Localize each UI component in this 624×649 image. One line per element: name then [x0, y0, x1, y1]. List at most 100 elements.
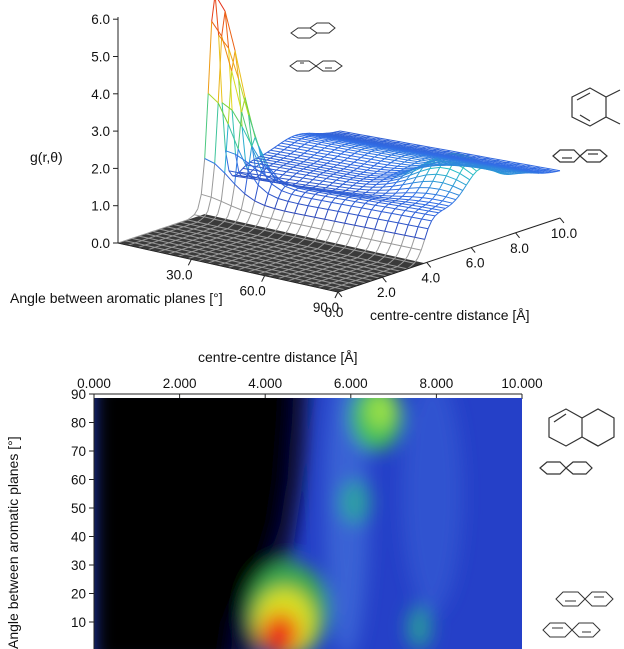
mesh-line: [264, 193, 269, 206]
mesh-line: [207, 93, 219, 104]
mesh-line: [345, 140, 356, 143]
mesh-line: [380, 231, 386, 242]
mesh-line: [345, 277, 356, 281]
mesh-line: [176, 228, 187, 232]
mesh-line: [526, 168, 537, 172]
mesh-line: [314, 240, 325, 244]
mesh-line: [385, 199, 396, 202]
mesh-line: [365, 196, 376, 199]
mesh-line: [408, 153, 419, 157]
mesh-line: [310, 156, 321, 160]
mesh-line: [296, 164, 307, 168]
mesh-line: [299, 180, 310, 183]
mesh-line: [270, 149, 281, 153]
mesh-line: [322, 180, 333, 184]
mesh-line: [320, 219, 326, 230]
mesh-line: [419, 151, 430, 154]
mesh-line: [309, 172, 320, 175]
mesh-line: [425, 204, 436, 207]
mesh-line: [364, 163, 375, 167]
mesh-line: [275, 262, 286, 266]
mesh-line: [388, 150, 399, 153]
mesh-line: [198, 248, 209, 253]
mesh-line: [358, 194, 370, 197]
mesh-line: [442, 200, 453, 204]
mesh-line: [432, 150, 444, 153]
mesh-line: [452, 156, 463, 160]
mesh-line: [362, 141, 373, 145]
mesh-line: [248, 115, 253, 147]
heatmap-y-tick-label: 20: [71, 587, 86, 602]
mesh-line: [412, 196, 423, 199]
mesh-line: [319, 133, 330, 136]
mesh-line: [439, 166, 450, 170]
mesh-line: [284, 234, 295, 238]
mesh-line: [319, 183, 330, 186]
mesh-line: [219, 242, 230, 246]
heatmap-peak-lime: [366, 398, 395, 430]
heatmap-black-region: [94, 398, 293, 649]
mesh-line: [334, 245, 345, 249]
mesh-line: [419, 144, 431, 148]
mesh-line: [276, 250, 287, 254]
mesh-line: [388, 147, 399, 151]
mesh-line: [363, 247, 369, 253]
mesh-line: [380, 160, 392, 164]
mesh-line: [320, 158, 331, 162]
mesh-line: [290, 236, 295, 241]
mesh-line: [162, 226, 167, 229]
mesh-line: [408, 207, 419, 210]
mesh-line: [351, 147, 362, 151]
mesh-line: [226, 239, 237, 243]
mesh-line: [455, 158, 466, 161]
mesh-line: [238, 172, 250, 176]
mesh-line: [392, 184, 403, 187]
mesh-line: [253, 159, 264, 163]
distance-tick-label: 4.0: [421, 270, 440, 285]
mesh-line: [359, 140, 370, 143]
mesh-line: [363, 171, 374, 174]
mesh-line: [439, 188, 450, 193]
mesh-line: [233, 218, 239, 224]
mesh-line: [411, 216, 422, 220]
mesh-line: [274, 273, 286, 277]
mesh-line: [449, 156, 460, 160]
mesh-line: [349, 179, 360, 182]
mesh-line: [368, 200, 379, 203]
mesh-line: [452, 185, 464, 191]
mesh-line: [424, 228, 429, 240]
mesh-line: [298, 203, 309, 207]
distance-tick-label: 8.0: [510, 241, 529, 256]
mesh-line: [412, 150, 423, 154]
mesh-line: [235, 153, 246, 162]
mesh-line: [302, 174, 307, 179]
mesh-line: [262, 171, 273, 174]
mesh-line: [419, 148, 430, 152]
mesh-line: [474, 165, 485, 169]
mesh-line: [264, 163, 276, 180]
mesh-line: [297, 241, 302, 245]
mesh-line: [259, 163, 270, 167]
mesh-line: [304, 280, 316, 284]
mesh-line: [418, 226, 429, 230]
mesh-line: [342, 191, 353, 194]
mesh-line: [299, 259, 310, 263]
mesh-line: [272, 181, 283, 185]
mesh-line: [185, 242, 196, 246]
mesh-line: [323, 172, 334, 175]
mesh-line: [231, 110, 236, 155]
mesh-line: [497, 171, 509, 175]
mesh-line: [385, 206, 396, 210]
mesh-line: [465, 161, 476, 165]
mesh-line: [519, 169, 530, 172]
mesh-line: [437, 163, 448, 166]
mesh-line: [218, 34, 229, 49]
heatmap-x-tick-label: 6.000: [334, 376, 368, 391]
mesh-line: [315, 134, 326, 138]
mesh-line: [228, 170, 233, 177]
mesh-line: [321, 190, 333, 194]
mesh-line: [415, 187, 420, 194]
distance-tick-label: 10.0: [551, 226, 577, 241]
mesh-line: [330, 221, 336, 232]
mesh-line: [298, 187, 309, 191]
